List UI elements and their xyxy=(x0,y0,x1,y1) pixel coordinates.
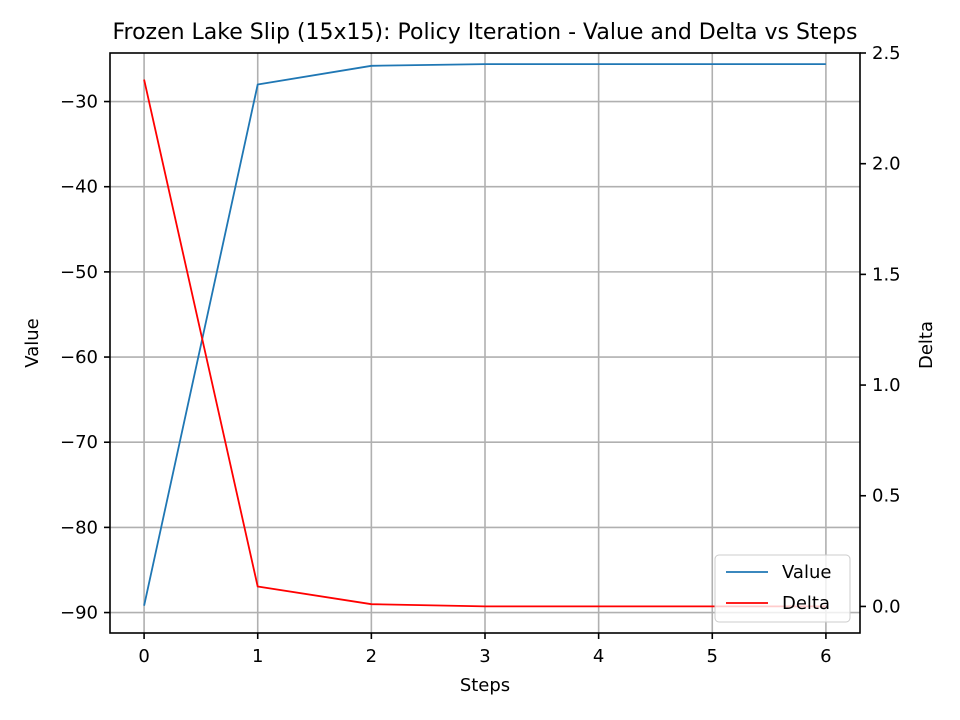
x-tick-label: 0 xyxy=(138,646,149,667)
y2-tick-label: 1.0 xyxy=(872,375,901,396)
series-line-delta xyxy=(143,79,826,608)
y-tick-label: −60 xyxy=(60,347,98,368)
y2-tick-label: 0.0 xyxy=(872,596,901,617)
series-line-value xyxy=(143,63,826,606)
y-tick-label: −40 xyxy=(60,177,98,198)
y-axis-label: Value xyxy=(22,318,43,367)
x-tick-label: 5 xyxy=(707,646,718,667)
y2-axis-ticks: 0.0 0.5 1.0 1.5 2.0 2.5 xyxy=(860,43,901,617)
y-tick-label: −30 xyxy=(60,92,98,113)
y2-tick-label: 0.5 xyxy=(872,486,901,507)
series-lines xyxy=(143,63,826,608)
y-axis-ticks: −90 −80 −70 −60 −50 −40 −30 xyxy=(60,92,110,624)
y2-tick-label: 2.0 xyxy=(872,154,901,175)
y-tick-label: −90 xyxy=(60,603,98,624)
y-tick-label: −80 xyxy=(60,517,98,538)
x-tick-label: 3 xyxy=(479,646,490,667)
y2-tick-label: 1.5 xyxy=(872,264,901,285)
x-axis-label: Steps xyxy=(460,675,510,696)
y-tick-label: −50 xyxy=(60,262,98,283)
x-tick-label: 2 xyxy=(366,646,377,667)
x-tick-label: 4 xyxy=(593,646,604,667)
x-tick-label: 1 xyxy=(252,646,263,667)
legend-label-value: Value xyxy=(782,562,831,583)
y-tick-label: −70 xyxy=(60,432,98,453)
legend: Value Delta xyxy=(714,554,851,623)
y2-tick-label: 2.5 xyxy=(872,43,901,64)
chart-title: Frozen Lake Slip (15x15): Policy Iterati… xyxy=(112,20,857,45)
x-tick-label: 6 xyxy=(820,646,831,667)
grid-lines xyxy=(110,53,860,633)
x-axis-ticks: 0 1 2 3 4 5 6 xyxy=(138,633,832,667)
legend-label-delta: Delta xyxy=(782,593,830,614)
y2-axis-label: Delta xyxy=(916,321,937,369)
